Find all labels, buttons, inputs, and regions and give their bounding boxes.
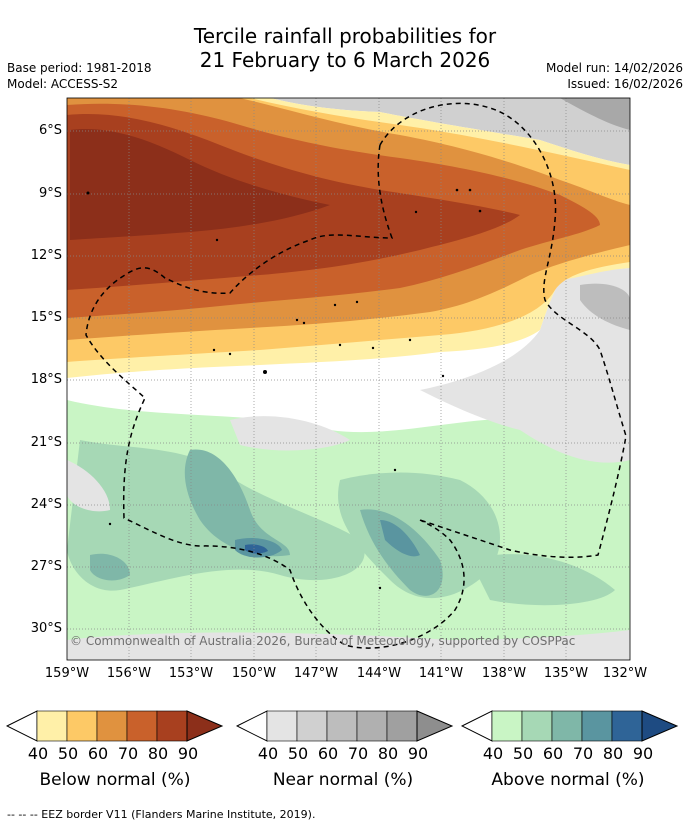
lat-label: 18°S	[30, 372, 62, 387]
lat-label: 27°S	[30, 559, 62, 574]
lon-label: 135°W	[543, 666, 589, 681]
tick-label: 90	[177, 744, 199, 763]
lat-label: 9°S	[38, 186, 62, 201]
probability-field	[67, 98, 630, 660]
model-run: Model run: 14/02/2026	[545, 61, 683, 75]
title-line-1: Tercile rainfall probabilities for	[193, 24, 497, 48]
near-normal-west	[67, 460, 110, 512]
lon-label: 153°W	[168, 666, 214, 681]
above-normal-colorbar	[461, 710, 679, 742]
lon-label: 156°W	[106, 666, 152, 681]
near-normal-east-dark	[580, 283, 630, 330]
lat-label: 6°S	[38, 123, 62, 138]
meta-left: Base period: 1981-2018 Model: ACCESS-S2	[7, 60, 152, 92]
issued-date: Issued: 16/02/2026	[567, 77, 683, 91]
tick-label: 60	[87, 744, 109, 763]
below-normal-title: Below normal (%)	[39, 770, 191, 790]
title-line-2: 21 February to 6 March 2026	[199, 48, 491, 72]
near-normal-south	[67, 630, 630, 660]
meta-right: Model run: 14/02/2026 Issued: 16/02/2026	[546, 60, 683, 92]
above-normal-60-b	[360, 509, 443, 596]
near-normal-title: Near normal (%)	[272, 770, 414, 790]
lat-label: 21°S	[30, 435, 62, 450]
above-normal-title: Above normal (%)	[491, 770, 645, 790]
tick-label: 80	[377, 744, 399, 763]
tick-label: 70	[117, 744, 139, 763]
lon-label: 144°W	[356, 666, 402, 681]
lon-label: 147°W	[293, 666, 339, 681]
tick-label: 40	[257, 744, 279, 763]
tick-label: 60	[542, 744, 564, 763]
tick-label: 50	[287, 744, 309, 763]
islands	[86, 188, 482, 590]
lat-label: 30°S	[30, 621, 62, 636]
near-normal-mid	[230, 416, 350, 451]
tick-label: 40	[482, 744, 504, 763]
base-period: Base period: 1981-2018	[7, 61, 152, 75]
tick-label: 80	[602, 744, 624, 763]
tick-label: 60	[317, 744, 339, 763]
near-normal-colorbar	[236, 710, 454, 742]
rainfall-map	[66, 97, 631, 661]
map-frame	[66, 97, 631, 661]
above-normal-50-east	[470, 554, 615, 606]
tick-label: 80	[147, 744, 169, 763]
model-name: Model: ACCESS-S2	[7, 77, 119, 91]
eez-footnote: -- -- -- EEZ border V11 (Flanders Marine…	[7, 808, 316, 821]
near-normal-north	[270, 98, 630, 165]
lat-label: 24°S	[30, 497, 62, 512]
tick-label: 50	[512, 744, 534, 763]
below-normal-90	[70, 129, 330, 240]
copyright-notice: © Commonwealth of Australia 2026, Bureau…	[70, 634, 576, 648]
tick-label: 40	[27, 744, 49, 763]
lat-label: 15°S	[30, 310, 62, 325]
lon-label: 159°W	[44, 666, 90, 681]
tick-label: 50	[57, 744, 79, 763]
chart-title: Tercile rainfall probabilities for 21 Fe…	[0, 24, 690, 72]
near-normal-east	[420, 268, 630, 463]
below-normal-colorbar	[6, 710, 224, 742]
above-normal-70-b	[380, 520, 420, 557]
lat-label: 12°S	[30, 248, 62, 263]
tick-label: 70	[347, 744, 369, 763]
near-normal-north-dark	[560, 98, 630, 130]
lon-label: 141°W	[418, 666, 464, 681]
above-normal-60-a	[184, 449, 290, 557]
tick-label: 70	[572, 744, 594, 763]
lon-label: 132°W	[602, 666, 648, 681]
tick-label: 90	[632, 744, 654, 763]
eez-borders	[85, 102, 627, 649]
graticule	[67, 98, 630, 660]
lon-label: 150°W	[231, 666, 277, 681]
lon-label: 138°W	[481, 666, 527, 681]
tick-label: 90	[407, 744, 429, 763]
